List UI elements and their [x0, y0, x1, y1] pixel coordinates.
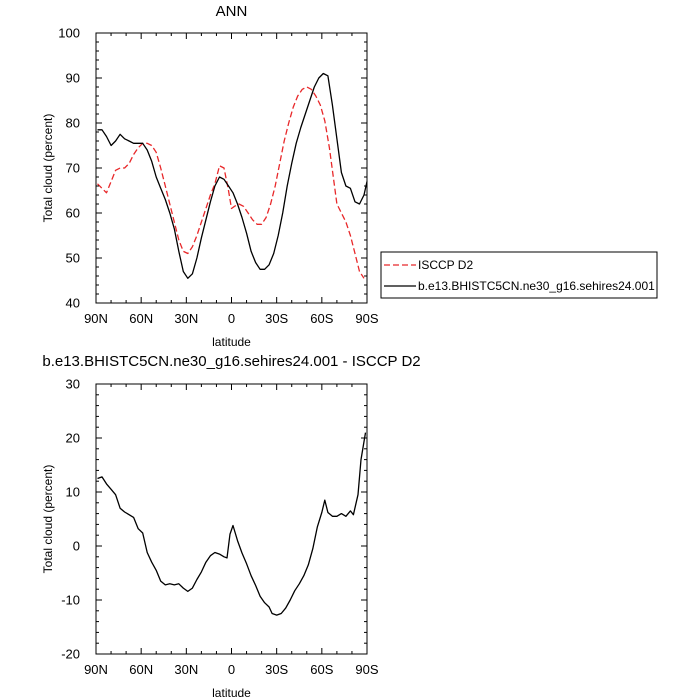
series-line-1	[97, 86, 365, 279]
y-tick-label: -10	[61, 593, 80, 608]
x-tick-label: 60S	[310, 311, 333, 326]
series-line-1	[97, 432, 367, 616]
x-tick-label: 60S	[310, 662, 333, 677]
legend-label-2: b.e13.BHISTC5CN.ne30_g16.sehires24.001	[418, 279, 655, 293]
x-tick-label: 90S	[355, 311, 378, 326]
y-tick-label: 100	[58, 26, 80, 41]
x-tick-label: 30S	[265, 662, 288, 677]
chart-panel-1: ANN 90N 60N 30N 0 30S 60S 90S 40 50 60 70 80 90 100 lat…	[41, 3, 379, 349]
x-tick-label: 90S	[355, 662, 378, 677]
y-axis-title: Total cloud (percent)	[41, 114, 55, 223]
y-axis-title: Total cloud (percent)	[41, 465, 55, 574]
legend-box	[380, 251, 658, 299]
legend-label-1: ISCCP D2	[418, 258, 473, 272]
y-tick-label: 30	[66, 377, 80, 392]
legend: ISCCP D2 b.e13.BHISTC5CN.ne30_g16.sehires…	[380, 251, 658, 299]
y-tick-label: 50	[66, 251, 80, 266]
y-tick-label: 40	[66, 296, 80, 311]
y-tick-label: -20	[61, 647, 80, 662]
x-tick-label: 60N	[129, 662, 153, 677]
chart-title: ANN	[216, 3, 248, 20]
x-tick-label: 30S	[265, 311, 288, 326]
y-tick-label: 70	[66, 161, 80, 176]
x-tick-label: 90N	[84, 662, 108, 677]
y-tick-label: 0	[73, 539, 80, 554]
x-tick-label: 0	[228, 311, 235, 326]
chart-panel-2: b.e13.BHISTC5CN.ne30_g16.sehires24.001 -…	[41, 353, 421, 700]
y-tick-label: 20	[66, 431, 80, 446]
x-tick-label: 0	[228, 662, 235, 677]
x-tick-label: 30N	[174, 662, 198, 677]
x-tick-label: 30N	[174, 311, 198, 326]
chart-title: b.e13.BHISTC5CN.ne30_g16.sehires24.001 -…	[42, 353, 420, 370]
x-axis-title: latitude	[212, 686, 251, 700]
y-tick-label: 10	[66, 485, 80, 500]
y-tick-label: 90	[66, 71, 80, 86]
plot-frame	[95, 32, 368, 304]
plot-frame	[95, 383, 368, 655]
y-tick-label: 80	[66, 116, 80, 131]
series-line-2	[97, 72, 368, 279]
x-axis-title: latitude	[212, 335, 251, 349]
x-tick-label: 90N	[84, 311, 108, 326]
x-tick-label: 60N	[129, 311, 153, 326]
y-tick-label: 60	[66, 206, 80, 221]
